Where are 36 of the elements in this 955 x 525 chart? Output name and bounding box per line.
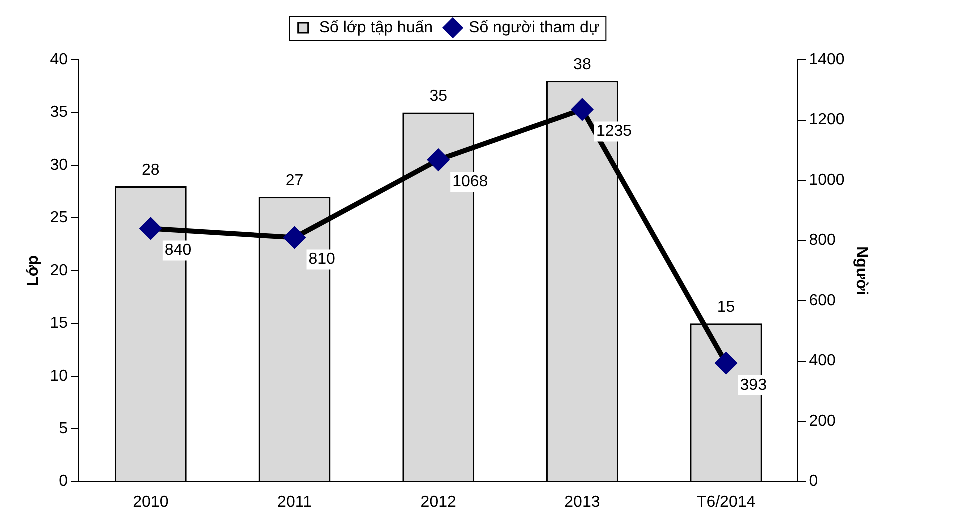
x-tick-label: 2013 (564, 494, 600, 511)
data-label: 38 (574, 56, 592, 74)
data-label: 840 (164, 242, 192, 260)
y2-tick-label: 200 (809, 412, 836, 430)
y2-tick-label: 1200 (809, 112, 845, 129)
y-tick-label: 35 (50, 104, 68, 122)
data-label: 1235 (596, 123, 632, 140)
y2-tick-label: 1400 (809, 51, 845, 68)
y2-tick-label: 1000 (809, 172, 845, 189)
y-tick-label: 40 (50, 51, 68, 68)
data-label: 27 (286, 172, 304, 190)
legend-label: Số người tham dự (469, 19, 600, 36)
y-tick-label: 25 (50, 210, 68, 227)
data-label: 810 (308, 251, 336, 268)
y-tick-label: 30 (50, 156, 68, 174)
y2-tick-label: 400 (809, 352, 836, 370)
y2-tick-label: 600 (809, 292, 836, 310)
data-label: 393 (740, 376, 768, 394)
y-axis-title: Lớp (25, 255, 42, 286)
data-label: 1068 (452, 173, 488, 190)
x-tick-label: 2012 (420, 494, 456, 511)
data-label: 35 (430, 88, 448, 106)
y-tick-label: 0 (59, 473, 68, 490)
legend-label: Số lớp tập huấn (319, 19, 434, 36)
y-tick-label: 15 (50, 315, 68, 332)
y2-tick-label: 800 (809, 232, 836, 250)
data-label: 15 (717, 299, 736, 316)
y-tick-label: 10 (50, 368, 68, 385)
y-tick-label: 5 (59, 420, 68, 438)
y2-tick-label: 0 (809, 473, 818, 490)
data-label: 28 (142, 162, 160, 179)
y2-axis-title: Người (852, 246, 870, 296)
x-tick-label: 2011 (278, 494, 312, 511)
y-tick-label: 20 (50, 262, 68, 280)
x-tick-label: T6/2014 (696, 494, 756, 511)
x-tick-label: 2010 (133, 494, 169, 511)
